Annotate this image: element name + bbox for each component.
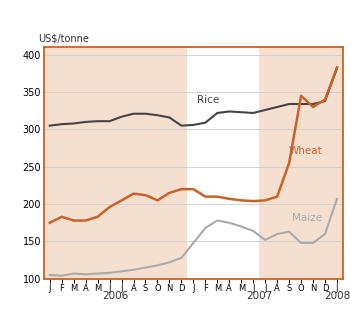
Text: US$/tonne: US$/tonne <box>38 34 89 44</box>
Text: Maize: Maize <box>292 213 322 223</box>
Text: Selected international cereal prices: Selected international cereal prices <box>10 16 271 31</box>
Text: 2008: 2008 <box>324 291 350 301</box>
Text: 2006: 2006 <box>103 291 129 301</box>
Text: Rice: Rice <box>197 95 219 105</box>
Bar <box>44 47 187 279</box>
Bar <box>259 47 343 279</box>
Text: 2007: 2007 <box>246 291 272 301</box>
Text: Wheat: Wheat <box>289 146 323 156</box>
